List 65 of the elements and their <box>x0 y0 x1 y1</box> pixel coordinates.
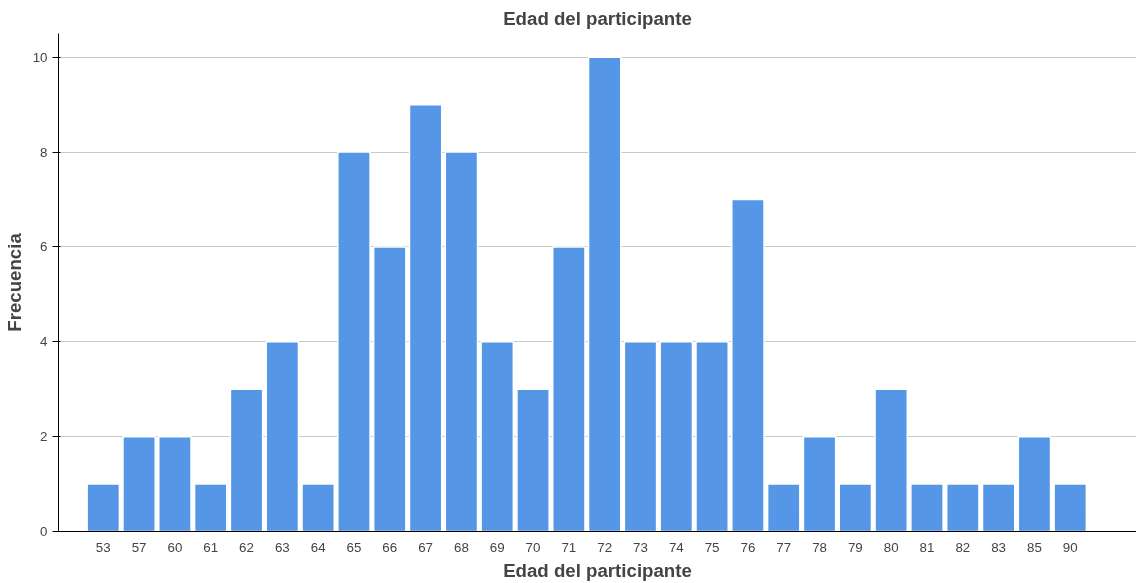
bar <box>122 435 156 532</box>
y-tick-label: 2 <box>40 429 48 445</box>
bar <box>766 483 801 532</box>
bar <box>516 388 550 532</box>
y-tick-label: 8 <box>40 144 48 160</box>
bar <box>731 198 765 532</box>
bar <box>551 246 586 532</box>
x-axis-title: Edad del participante <box>503 559 692 581</box>
bar <box>659 341 694 532</box>
bar <box>1017 435 1052 532</box>
x-tick-label: 81 <box>919 539 935 555</box>
bar <box>910 483 944 532</box>
y-axis-title: Frecuencia <box>3 232 25 332</box>
x-tick-label: 64 <box>310 539 327 555</box>
x-tick-label: 61 <box>203 539 219 555</box>
bar <box>838 483 873 532</box>
x-tick-label: 72 <box>597 539 613 555</box>
x-tick-label: 90 <box>1062 539 1078 555</box>
bar <box>945 483 980 532</box>
x-tick-label: 80 <box>883 539 899 555</box>
x-tick-label: 63 <box>274 539 290 555</box>
y-tick-label: 4 <box>40 334 49 350</box>
bar <box>229 388 264 532</box>
x-tick-label: 82 <box>955 539 971 555</box>
x-tick-label: 67 <box>418 539 434 555</box>
y-tick-label: 0 <box>40 524 48 539</box>
bar <box>337 151 371 532</box>
x-tick-label: 65 <box>346 539 362 555</box>
bar <box>1053 483 1088 532</box>
chart-title: Edad del participante <box>503 7 692 29</box>
x-tick-label: 78 <box>812 539 827 555</box>
bar <box>480 341 515 532</box>
bar <box>587 56 622 532</box>
y-tick-label: 10 <box>32 49 48 65</box>
x-tick-label: 57 <box>131 539 147 555</box>
bar <box>874 388 909 532</box>
bar <box>372 246 407 532</box>
x-tick-label: 85 <box>1027 539 1042 555</box>
bar <box>623 341 658 532</box>
bar <box>408 103 443 532</box>
x-tick-label: 79 <box>847 539 863 555</box>
x-tick-label: 68 <box>453 539 469 555</box>
bar <box>193 483 228 532</box>
bar <box>265 341 300 532</box>
x-tick-label: 69 <box>489 539 505 555</box>
bar <box>158 435 192 532</box>
bar <box>802 435 837 532</box>
x-tick-label: 73 <box>633 539 648 555</box>
bar <box>444 151 479 532</box>
x-tick-label: 62 <box>239 539 254 555</box>
x-tick-label: 74 <box>668 539 685 555</box>
x-tick-label: 53 <box>95 539 111 555</box>
x-tick-label: 70 <box>525 539 541 555</box>
x-tick-label: 71 <box>561 539 577 555</box>
x-tick-label: 83 <box>991 539 1007 555</box>
bar <box>695 341 729 532</box>
bar <box>301 483 336 532</box>
x-tick-label: 75 <box>704 539 720 555</box>
bar <box>981 483 1016 532</box>
x-tick-label: 77 <box>776 539 792 555</box>
x-tick-label: 76 <box>740 539 756 555</box>
x-tick-label: 60 <box>167 539 183 555</box>
y-tick-label: 6 <box>40 239 48 255</box>
bar <box>86 483 121 532</box>
x-tick-label: 66 <box>382 539 398 555</box>
